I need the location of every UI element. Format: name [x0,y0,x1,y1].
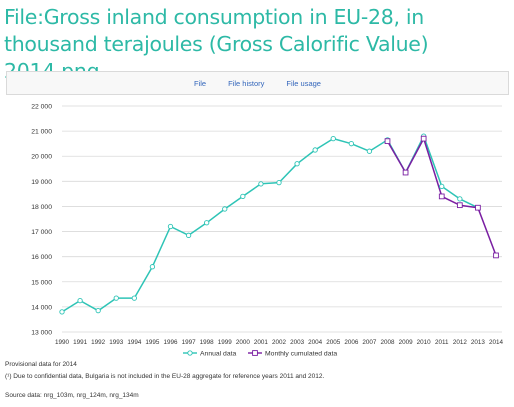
y-tick-label: 18 000 [31,204,52,211]
annual-data-point [59,309,65,315]
y-tick-label: 15 000 [31,279,52,286]
x-tick-label: 1993 [109,339,124,346]
x-tick-label: 2013 [471,339,486,346]
x-tick-label: 1996 [163,339,178,346]
x-tick-label: 2008 [380,339,395,346]
tab-file-history[interactable]: File history [228,78,265,88]
annual-data-line [61,135,479,313]
annual-data-point [95,308,101,314]
monthly-data-point [475,204,481,211]
tab-file-usage[interactable]: File usage [286,78,321,88]
y-tick-label: 19 000 [31,179,52,186]
x-tick-label: 1998 [200,339,215,346]
x-tick-label: 2010 [417,339,432,346]
annual-data-point [185,232,192,238]
x-tick-label: 2009 [399,339,414,346]
annual-data-point [77,297,83,304]
x-tick-label: 2014 [489,339,504,346]
legend-annual-label: Annual data [200,351,237,358]
monthly-data-point [456,202,463,209]
annual-data-point [457,196,463,202]
annual-data-point [366,148,373,154]
x-tick-label: 2006 [344,339,359,346]
x-tick-label: 1997 [182,339,197,346]
monthly-data-point [438,193,445,200]
x-tick-label: 2003 [290,339,305,346]
annual-data-point [348,141,354,147]
tab-file[interactable]: File [194,78,207,88]
file-tab-bar: File File history File usage [6,71,509,95]
legend-monthly-swatch-marker [252,350,258,356]
x-tick-label: 1990 [55,339,70,346]
confidential-note: (¹) Due to confidential data, Bulgaria i… [5,373,325,380]
x-tick-label: 1994 [127,339,142,346]
annual-data-point [113,295,119,301]
source-note: Source data: nrg_103m, nrg_124m, nrg_134… [5,392,139,399]
x-tick-label: 1999 [218,339,233,346]
provisional-note: Provisional data for 2014 [5,361,77,368]
y-tick-label: 13 000 [31,330,52,337]
monthly-data-point [493,252,499,259]
monthly-data-point [420,135,427,142]
annual-data-point [240,193,246,200]
annual-data-point [330,135,336,142]
x-tick-label: 2005 [326,339,341,346]
x-tick-label: 1992 [91,339,106,346]
annual-data-point [294,161,300,167]
y-tick-label: 22 000 [31,104,52,111]
annual-data-point [167,223,174,230]
y-tick-label: 17 000 [31,229,52,236]
annual-data-point [204,220,210,226]
legend-annual-swatch-marker [187,350,193,356]
y-tick-label: 20 000 [31,154,52,161]
annual-data-point [439,183,445,190]
x-tick-label: 2004 [308,339,323,346]
y-tick-label: 14 000 [31,304,52,311]
x-tick-label: 2007 [362,339,377,346]
annual-data-point [258,181,264,187]
x-tick-label: 1995 [145,339,160,346]
y-tick-label: 21 000 [31,129,52,136]
annual-data-point [222,206,228,212]
monthly-data-point [384,138,391,145]
x-tick-label: 2000 [236,339,251,346]
y-tick-label: 16 000 [31,254,52,261]
annual-data-point [312,147,318,153]
x-tick-label: 2001 [254,339,269,346]
x-tick-label: 2011 [435,339,449,346]
x-tick-label: 1991 [73,339,88,346]
x-tick-label: 2012 [453,339,468,346]
monthly-data-point [402,169,409,176]
x-tick-label: 2002 [272,339,287,346]
legend-monthly-label: Monthly cumulated data [265,351,337,358]
annual-data-point [149,264,156,270]
annual-data-point [131,295,137,301]
page-title: File:Gross inland consumption in EU-28, … [4,5,429,83]
annual-data-point [276,179,282,186]
